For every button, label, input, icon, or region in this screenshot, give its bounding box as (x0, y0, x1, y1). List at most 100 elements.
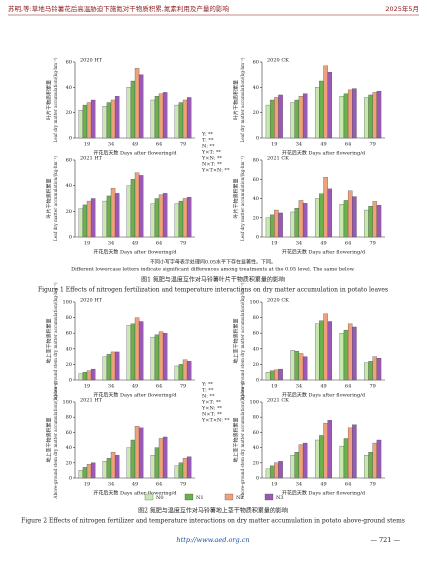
y-label-en: Above-ground stem dry matter accumulatio… (53, 381, 58, 500)
bar (114, 351, 120, 381)
bar (138, 427, 144, 479)
bar (102, 200, 108, 238)
y-tick-label: 20 (253, 362, 259, 368)
bar (182, 99, 188, 139)
caption-cn: 图2 氮肥与温度互作对马铃薯地上茎干物质积累量的影响 (138, 507, 288, 515)
x-tick-label: 19 (84, 482, 90, 488)
y-label-en: Leaf dry matter accumulation/(kg·hm⁻²) (240, 156, 245, 241)
y-tick-label: 20 (66, 110, 72, 116)
bar (269, 214, 275, 238)
bar (290, 211, 295, 238)
bar (182, 198, 188, 238)
y-tick-label: 40 (253, 346, 259, 352)
bar (134, 172, 140, 238)
bar (343, 329, 349, 381)
y-tick-label: 0 (69, 136, 72, 142)
bar (158, 438, 164, 479)
x-tick-label: 34 (108, 482, 114, 488)
x-label: 开花后天数 Days after flowering/d (282, 150, 366, 157)
legend-swatch (264, 493, 274, 501)
bar (150, 336, 156, 381)
x-tick-label: 34 (296, 241, 302, 247)
bar (290, 102, 295, 139)
bar (269, 465, 275, 479)
bar (339, 204, 345, 238)
y-tick-label: 60 (66, 158, 72, 164)
y-label-cn: 地上茎干物质积累量 (233, 318, 240, 363)
y-tick-label: 40 (66, 346, 72, 352)
bar (134, 426, 140, 479)
bar (368, 94, 373, 139)
y-label-en: Above-ground stem dry matter accumulatio… (240, 381, 245, 500)
y-tick-label: 0 (256, 378, 259, 384)
y-label-en: Above-ground stem dry matter accumulatio… (240, 282, 245, 401)
bar (372, 92, 378, 139)
bar (162, 193, 168, 238)
bar (327, 71, 333, 139)
bar (347, 89, 353, 139)
y-tick-label: 0 (69, 235, 72, 241)
x-label: 开花后天数 Days after flowering/d (93, 249, 177, 256)
bar (162, 436, 168, 479)
x-tick-label: 19 (271, 241, 277, 247)
bar (82, 104, 88, 139)
footer-url: http://www.aed.org.cn (176, 536, 249, 544)
bar (82, 204, 88, 238)
bar (78, 208, 84, 238)
bar (178, 102, 184, 139)
bar (126, 325, 132, 381)
x-tick-label: 19 (84, 384, 90, 390)
y-label-cn: 地上茎干物质积累量 (233, 417, 240, 462)
y-tick-label: 80 (253, 158, 259, 164)
bar (102, 106, 108, 139)
stats-line: N×T: ** (202, 412, 222, 418)
bar (114, 193, 120, 238)
bar (186, 97, 192, 139)
bar (298, 96, 304, 139)
y-tick-label: 40 (253, 85, 259, 91)
legend-label: N0 (156, 495, 164, 501)
bar (302, 356, 308, 381)
bar (134, 317, 140, 381)
y-label-cn: 叶片干物质积累量 (233, 178, 240, 218)
bar (265, 468, 271, 479)
x-tick-label: 49 (320, 241, 326, 247)
bar (174, 203, 180, 238)
x-tick-label: 34 (108, 241, 114, 247)
bar (347, 427, 353, 479)
bar (178, 200, 184, 238)
bar (364, 209, 369, 238)
bar (376, 90, 382, 139)
bar (138, 321, 144, 381)
bar (154, 96, 160, 139)
bar (298, 200, 304, 238)
bar (178, 462, 184, 479)
bar (154, 447, 160, 479)
y-tick-label: 20 (66, 362, 72, 368)
stats-line: N: ** (202, 144, 215, 150)
x-tick-label: 49 (132, 142, 138, 148)
bar (314, 439, 320, 479)
bar (86, 370, 92, 381)
stats-line: Y×T×N: ** (201, 168, 230, 174)
stats-line: Y×N: ** (201, 156, 222, 162)
y-tick-label: 40 (66, 445, 72, 451)
bar (302, 442, 308, 479)
bar (323, 423, 328, 479)
bar (278, 94, 283, 139)
bar (90, 462, 96, 479)
bar (90, 368, 96, 381)
y-tick-label: 40 (253, 445, 259, 451)
note-en: Different lowercase letters indicate sig… (71, 267, 355, 273)
x-tick-label: 34 (108, 384, 114, 390)
bar (294, 350, 300, 381)
bar (319, 80, 324, 139)
bar (265, 372, 271, 381)
y-tick-label: 80 (66, 315, 72, 321)
bar (339, 96, 345, 139)
x-tick-label: 79 (370, 241, 376, 247)
stats-line: N×T: ** (202, 162, 222, 168)
header-title: 苏明,等:草地马铃薯花后高温胁迫下施氮对干物质积累,氮素利用及产量的影响 (8, 4, 229, 13)
bar (86, 464, 92, 479)
